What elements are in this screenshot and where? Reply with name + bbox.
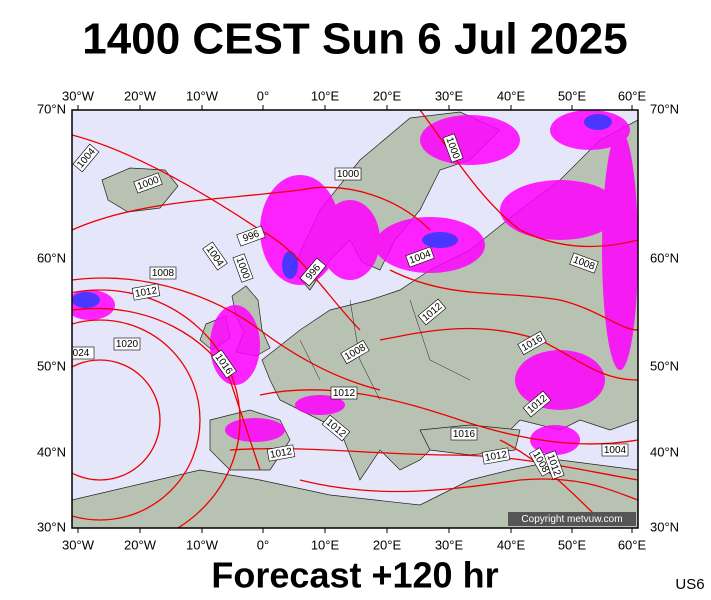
- lon-label-top: 20°E: [373, 88, 402, 103]
- isobar-label-bg: [330, 386, 358, 400]
- isobar-label-text: 1012: [333, 388, 356, 399]
- lon-label-bottom: 20°E: [373, 537, 402, 552]
- isobar-label: 1008: [149, 266, 177, 280]
- isobar-label-bg: [450, 427, 478, 441]
- lon-label-bottom: 40°E: [497, 537, 526, 552]
- isobar-label-bg: [442, 133, 464, 163]
- lon-label-bottom: 0°: [257, 537, 269, 552]
- forecast-label: Forecast +120 hr: [211, 555, 498, 596]
- isobar-label: 1012: [266, 444, 296, 462]
- lon-label-bottom: 30°E: [435, 537, 464, 552]
- isobar-label-bg: [202, 241, 228, 271]
- lat-label-right: 40°N: [650, 444, 679, 459]
- isobar-label-bg: [131, 283, 161, 301]
- isobar-label-text: 1016: [453, 429, 476, 440]
- isobar-label-bg: [232, 253, 254, 283]
- isobar-label: 024: [72, 346, 95, 360]
- isobar-label-bg: [236, 225, 266, 247]
- isobar-label: 1016: [450, 427, 478, 441]
- isobar-label-bg: [266, 444, 296, 462]
- lat-label-left: 60°N: [37, 250, 66, 265]
- lon-label-bottom: 50°E: [558, 537, 587, 552]
- isobar-label-bg: [72, 346, 95, 360]
- lon-label-top: 40°E: [497, 88, 526, 103]
- lon-label-top: 50°E: [558, 88, 587, 103]
- isobar-label-bg: [299, 257, 327, 287]
- isobar-label-bg: [334, 167, 362, 181]
- isobar-label: 996: [236, 225, 266, 247]
- isobar-label-text: 1012: [134, 285, 158, 300]
- isobar-label-bg: [481, 447, 511, 465]
- lon-label-top: 30°E: [435, 88, 464, 103]
- isobar-label-bg: [405, 246, 435, 268]
- copyright: Copyright metvuw.com: [521, 514, 622, 525]
- lon-label-top: 10°W: [186, 88, 219, 103]
- copyright-box: [508, 512, 636, 526]
- lat-label-left: 50°N: [37, 358, 66, 373]
- isobar-label-bg: [517, 330, 547, 356]
- isobar-label-bg: [543, 450, 565, 480]
- isobar-label-bg: [522, 390, 552, 418]
- lon-label-bottom: 30°W: [62, 537, 95, 552]
- lon-label-bottom: 10°E: [311, 537, 340, 552]
- lon-label-top: 20°W: [124, 88, 157, 103]
- isobar-label: 1012: [131, 283, 161, 301]
- isobar-label-bg: [133, 172, 163, 194]
- isobar-label-bg: [72, 143, 100, 173]
- lat-label-right: 70°N: [650, 101, 679, 116]
- heavy-precipitation: [72, 114, 612, 308]
- axes: 30°W 30°W 20°W 20°W 10°W 10°W 0° 0° 10°E 10°E 20°E…: [37, 88, 679, 552]
- isobar-label-text: 1008: [152, 268, 175, 279]
- lat-label-right: 60°N: [650, 250, 679, 265]
- isobar-label-bg: [601, 443, 629, 457]
- isobar-label-bg: [113, 337, 141, 351]
- borders: [299, 299, 471, 401]
- lat-label-right: 30°N: [650, 519, 679, 534]
- isobar-label: 1012: [481, 447, 511, 465]
- lat-label-left: 40°N: [37, 444, 66, 459]
- isobar-label-text: 024: [73, 348, 90, 359]
- lon-label-bottom: 10°W: [186, 537, 219, 552]
- isobar-label: 1000: [334, 167, 362, 181]
- isobar-label: 1020: [113, 337, 141, 351]
- isobar-label: 1012: [330, 386, 358, 400]
- isobar-label-bg: [321, 414, 351, 442]
- isobar-label-bg: [569, 252, 599, 274]
- lon-label-top: 0°: [257, 88, 269, 103]
- lat-label-right: 50°N: [650, 358, 679, 373]
- title: 1400 CEST Sun 6 Jul 2025: [82, 15, 627, 64]
- model-code: US6: [675, 576, 704, 593]
- isobar-label-text: 1004: [604, 445, 627, 456]
- isobar-label-text: 1020: [116, 339, 139, 350]
- isobar-label-bg: [340, 339, 370, 365]
- isobar-label-text: 1000: [337, 169, 360, 180]
- lon-label-bottom: 20°W: [124, 537, 157, 552]
- lon-label-top: 10°E: [311, 88, 340, 103]
- isobar-label: 1004: [601, 443, 629, 457]
- lat-label-left: 70°N: [37, 101, 66, 116]
- isobar-label-text: 1012: [269, 446, 293, 461]
- isobar-label-bg: [149, 266, 177, 280]
- lon-label-top: 60°E: [618, 88, 647, 103]
- isobar-label-bg: [211, 349, 237, 379]
- lon-label-bottom: 60°E: [618, 537, 647, 552]
- map-frame: [71, 109, 639, 529]
- lon-label-top: 30°W: [62, 88, 95, 103]
- lat-label-left: 30°N: [37, 519, 66, 534]
- isobar-label-text: 1012: [484, 449, 508, 464]
- isobar-label-bg: [417, 298, 447, 326]
